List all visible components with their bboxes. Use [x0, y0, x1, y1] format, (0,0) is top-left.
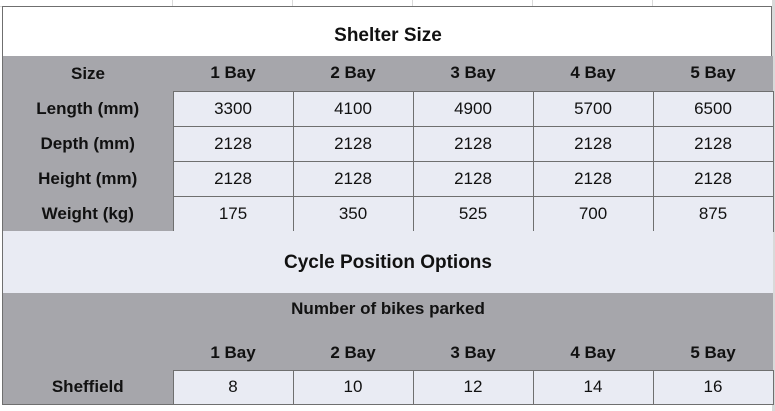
table-cell: 875	[652, 195, 774, 232]
table-cell: 5700	[532, 90, 654, 127]
table-cell: 4100	[292, 90, 414, 127]
table-cell: 2128	[412, 125, 534, 162]
table-cell: 8	[172, 369, 294, 405]
table-cell: 2128	[172, 125, 294, 162]
table-cell: 14	[532, 369, 654, 405]
table-cell: 2128	[532, 125, 654, 162]
header-cell: 3 Bay	[450, 343, 496, 363]
table-cell: 2128	[652, 160, 774, 197]
shelter-header-row: Size 1 Bay 2 Bay 3 Bay 4 Bay 5 Bay	[3, 56, 773, 91]
table-cell: 2128	[172, 160, 294, 197]
row-label: Weight (kg)	[3, 196, 173, 231]
right-edge	[772, 0, 775, 411]
table-cell: 175	[172, 195, 294, 232]
header-cell: 4 Bay	[570, 63, 616, 83]
table-cell: 350	[292, 195, 414, 232]
table-row: Height (mm) 2128 2128 2128 2128 2128	[3, 160, 774, 197]
cycle-position-title: Cycle Position Options	[284, 252, 492, 273]
header-cell: 1 Bay	[210, 63, 256, 83]
header-cell: 3 Bay	[450, 63, 496, 83]
table-cell: 525	[412, 195, 534, 232]
table-cell: 2128	[412, 160, 534, 197]
table-cell: 2128	[532, 160, 654, 197]
table-cell: 3300	[172, 90, 294, 127]
header-cell: 5 Bay	[690, 63, 736, 83]
shelter-size-title: Shelter Size	[334, 25, 442, 46]
header-cell: 1 Bay	[210, 343, 256, 363]
row-label: Sheffield	[51, 377, 124, 396]
row-label: Depth (mm)	[3, 126, 173, 161]
header-cell: 2 Bay	[330, 343, 376, 363]
table-cell: 2128	[652, 125, 774, 162]
cycle-position-table: 1 Bay 2 Bay 3 Bay 4 Bay 5 Bay Sheffield …	[3, 337, 774, 405]
table-row: Sheffield 8 10 12 14 16	[3, 369, 774, 405]
table-cell: 12	[412, 369, 534, 405]
spec-table-frame: Shelter Size Size 1 Bay 2 Bay 3 Bay 4 Ba…	[2, 6, 774, 405]
header-cell: 5 Bay	[690, 343, 736, 363]
header-cell: 4 Bay	[570, 343, 616, 363]
table-row: Weight (kg) 175 350 525 700 875	[3, 195, 774, 232]
table-cell: 2128	[292, 160, 414, 197]
table-row: Depth (mm) 2128 2128 2128 2128 2128	[3, 125, 774, 162]
shelter-size-table: Size 1 Bay 2 Bay 3 Bay 4 Bay 5 Bay Lengt…	[3, 56, 774, 232]
row-label: Height (mm)	[3, 161, 173, 196]
row-label: Length (mm)	[3, 91, 173, 126]
cycle-header-row: 1 Bay 2 Bay 3 Bay 4 Bay 5 Bay	[3, 337, 773, 370]
bikes-parked-subtitle: Number of bikes parked	[291, 299, 485, 318]
header-cell	[3, 337, 173, 370]
header-cell: Size	[70, 63, 106, 83]
header-cell: 2 Bay	[330, 63, 376, 83]
table-cell: 6500	[652, 90, 774, 127]
table-cell: 4900	[412, 90, 534, 127]
table-cell: 700	[532, 195, 654, 232]
table-row: Length (mm) 3300 4100 4900 5700 6500	[3, 90, 774, 127]
table-cell: 10	[292, 369, 414, 405]
cycle-section-banner: Cycle Position Options	[3, 231, 773, 293]
table-cell: 16	[652, 369, 774, 405]
table-cell: 2128	[292, 125, 414, 162]
